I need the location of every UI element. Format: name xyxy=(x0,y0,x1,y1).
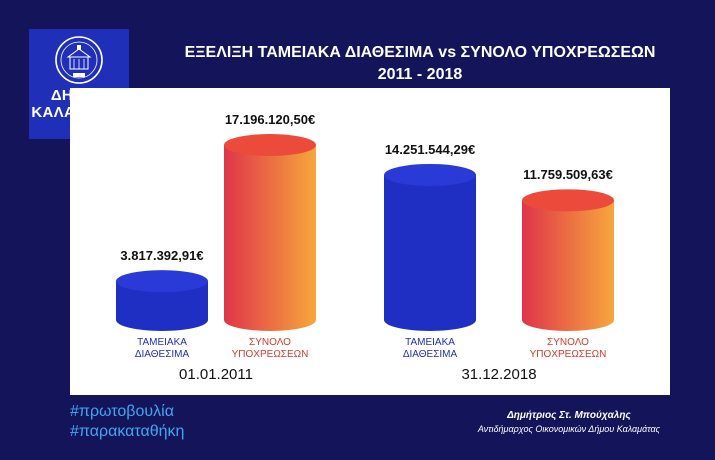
bar-1-0 xyxy=(384,163,476,331)
category-label-line: ΤΑΜΕΙΑΚΑ xyxy=(405,337,455,348)
bar-top xyxy=(116,270,208,293)
municipality-seal-icon xyxy=(55,36,103,84)
hashtags: #πρωτοβουλία #παρακαταθήκη xyxy=(70,402,184,442)
category-label-line: ΔΙΑΘΕΣΙΜΑ xyxy=(134,349,190,360)
title-line-2: 2011 - 2018 xyxy=(377,66,463,83)
bar-body xyxy=(522,200,614,331)
value-label: 11.759.509,63€ xyxy=(523,167,613,183)
bar-body xyxy=(224,145,316,331)
bar-body xyxy=(384,174,476,331)
category-label-line: ΥΠΟΧΡΕΩΣΕΩΝ xyxy=(231,349,309,360)
hashtag-initiative: #πρωτοβουλία xyxy=(70,403,174,420)
category-label-line: ΣΥΝΟΛΟ xyxy=(547,337,589,348)
bar-body xyxy=(116,281,208,331)
author-block: Δημήτριος Στ. Μπούχαλης Αντιδήμαρχος Οικ… xyxy=(478,410,660,434)
bar-top xyxy=(522,189,614,212)
chart-panel: 3.817.392,91€ ΤΑΜΕΙΑΚΑ ΔΙΑΘΕΣΙΜΑ 17.196.120… xyxy=(70,88,670,395)
value-label: 3.817.392,91€ xyxy=(120,248,204,264)
hashtag-legacy: #παρακαταθήκη xyxy=(70,423,185,440)
bar-0-0 xyxy=(116,270,208,331)
bar-1-1 xyxy=(522,189,614,331)
value-label: 14.251.544,29€ xyxy=(384,141,476,157)
author-name: Δημήτριος Στ. Μπούχαλης xyxy=(507,410,631,421)
category-label-line: ΣΥΝΟΛΟ xyxy=(249,337,291,348)
category-label-line: ΤΑΜΕΙΑΚΑ xyxy=(137,337,187,348)
bar-0-1 xyxy=(224,134,316,331)
group-date-label: 01.01.2011 xyxy=(179,366,253,383)
page-title: ΕΞΕΛΙΞΗ ΤΑΜΕΙΑΚΑ ΔΙΑΘΕΣΙΜΑ vs ΣΥΝΟΛΟ ΥΠΟ… xyxy=(135,42,705,86)
category-label: ΤΑΜΕΙΑΚΑ ΔΙΑΘΕΣΙΜΑ xyxy=(135,337,189,361)
category-label-line: ΥΠΟΧΡΕΩΣΕΩΝ xyxy=(529,349,607,360)
author-role: Αντιδήμαρχος Οικονομικών Δήμου Καλαμάτας xyxy=(477,424,660,434)
group-date-label: 31.12.2018 xyxy=(461,366,537,383)
bar-chart xyxy=(116,134,614,331)
bar-top xyxy=(384,163,476,186)
bar-top xyxy=(224,134,316,156)
category-label: ΣΥΝΟΛΟ ΥΠΟΧΡΕΩΣΕΩΝ xyxy=(232,337,309,361)
title-line-1: ΕΞΕΛΙΞΗ ΤΑΜΕΙΑΚΑ ΔΙΑΘΕΣΙΜΑ vs ΣΥΝΟΛΟ ΥΠΟ… xyxy=(184,44,656,61)
category-label: ΣΥΝΟΛΟ ΥΠΟΧΡΕΩΣΕΩΝ xyxy=(530,337,607,361)
category-label: ΤΑΜΕΙΑΚΑ ΔΙΑΘΕΣΙΜΑ xyxy=(403,337,457,361)
value-label: 17.196.120,50€ xyxy=(224,112,316,127)
category-label-line: ΔΙΑΘΕΣΙΜΑ xyxy=(402,349,458,360)
